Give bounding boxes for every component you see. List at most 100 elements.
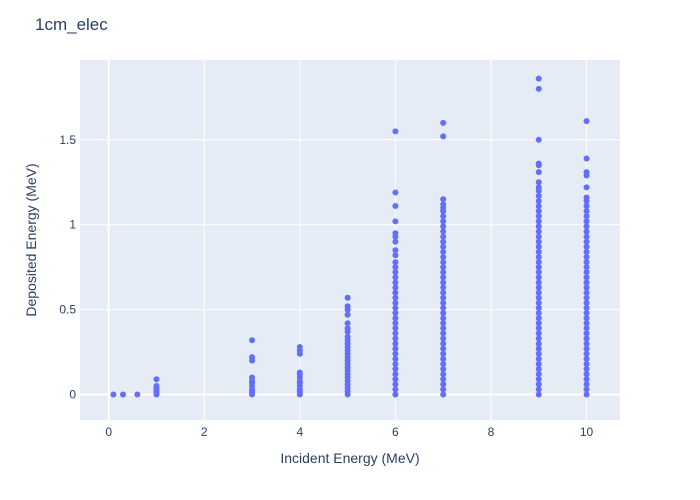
data-point[interactable] xyxy=(535,269,542,276)
data-point[interactable] xyxy=(440,133,447,140)
data-point[interactable] xyxy=(535,320,542,327)
data-point[interactable] xyxy=(440,366,447,373)
data-point[interactable] xyxy=(583,243,590,250)
data-point[interactable] xyxy=(249,337,256,344)
data-point[interactable] xyxy=(392,128,399,135)
data-point[interactable] xyxy=(583,253,590,260)
data-point[interactable] xyxy=(535,85,542,92)
data-point[interactable] xyxy=(535,366,542,373)
data-point[interactable] xyxy=(249,354,256,361)
data-point[interactable] xyxy=(440,196,447,203)
data-point[interactable] xyxy=(296,369,303,376)
data-point[interactable] xyxy=(535,184,542,191)
data-point[interactable] xyxy=(392,381,399,388)
data-point[interactable] xyxy=(392,310,399,317)
data-point[interactable] xyxy=(535,243,542,250)
data-point[interactable] xyxy=(344,311,351,318)
data-point[interactable] xyxy=(535,284,542,291)
data-point[interactable] xyxy=(583,391,590,398)
data-point[interactable] xyxy=(583,381,590,388)
data-point[interactable] xyxy=(535,386,542,393)
data-point[interactable] xyxy=(440,320,447,327)
data-point[interactable] xyxy=(535,274,542,281)
data-point[interactable] xyxy=(392,264,399,271)
data-point[interactable] xyxy=(583,208,590,215)
data-point[interactable] xyxy=(535,310,542,317)
data-point[interactable] xyxy=(440,330,447,337)
data-point[interactable] xyxy=(583,118,590,125)
data-point[interactable] xyxy=(535,264,542,271)
data-point[interactable] xyxy=(392,203,399,210)
data-point[interactable] xyxy=(392,299,399,306)
data-point[interactable] xyxy=(440,259,447,266)
data-point[interactable] xyxy=(392,269,399,276)
data-point[interactable] xyxy=(535,253,542,260)
data-point[interactable] xyxy=(134,391,141,398)
data-point[interactable] xyxy=(583,376,590,383)
data-point[interactable] xyxy=(392,360,399,367)
data-point[interactable] xyxy=(535,213,542,220)
data-point[interactable] xyxy=(153,383,160,390)
data-point[interactable] xyxy=(344,320,351,327)
data-point[interactable] xyxy=(392,252,399,259)
data-point[interactable] xyxy=(583,233,590,240)
data-point[interactable] xyxy=(535,315,542,322)
data-point[interactable] xyxy=(583,228,590,235)
data-point[interactable] xyxy=(392,247,399,254)
data-point[interactable] xyxy=(583,238,590,245)
data-point[interactable] xyxy=(296,343,303,350)
data-point[interactable] xyxy=(440,310,447,317)
data-point[interactable] xyxy=(440,381,447,388)
data-point[interactable] xyxy=(535,360,542,367)
data-point[interactable] xyxy=(392,189,399,196)
data-point[interactable] xyxy=(440,325,447,332)
data-point[interactable] xyxy=(583,325,590,332)
data-point[interactable] xyxy=(440,213,447,220)
data-point[interactable] xyxy=(440,233,447,240)
data-point[interactable] xyxy=(535,218,542,225)
data-point[interactable] xyxy=(535,299,542,306)
data-point[interactable] xyxy=(440,299,447,306)
data-point[interactable] xyxy=(535,355,542,362)
data-point[interactable] xyxy=(583,264,590,271)
data-point[interactable] xyxy=(392,391,399,398)
data-point[interactable] xyxy=(392,386,399,393)
data-point[interactable] xyxy=(583,289,590,296)
data-point[interactable] xyxy=(583,294,590,301)
data-point[interactable] xyxy=(440,345,447,352)
data-point[interactable] xyxy=(535,208,542,215)
data-point[interactable] xyxy=(583,310,590,317)
data-point[interactable] xyxy=(535,294,542,301)
data-point[interactable] xyxy=(392,279,399,286)
data-point[interactable] xyxy=(440,119,447,126)
data-point[interactable] xyxy=(392,294,399,301)
data-point[interactable] xyxy=(440,228,447,235)
data-point[interactable] xyxy=(440,223,447,230)
data-point[interactable] xyxy=(535,381,542,388)
data-point[interactable] xyxy=(440,360,447,367)
data-point[interactable] xyxy=(440,284,447,291)
data-point[interactable] xyxy=(583,355,590,362)
data-point[interactable] xyxy=(583,203,590,210)
data-point[interactable] xyxy=(535,197,542,204)
data-point[interactable] xyxy=(392,274,399,281)
data-point[interactable] xyxy=(392,320,399,327)
data-point[interactable] xyxy=(344,325,351,332)
data-point[interactable] xyxy=(583,335,590,342)
data-point[interactable] xyxy=(120,391,127,398)
data-point[interactable] xyxy=(583,213,590,220)
data-point[interactable] xyxy=(535,340,542,347)
data-point[interactable] xyxy=(249,374,256,381)
data-point[interactable] xyxy=(440,335,447,342)
data-point[interactable] xyxy=(440,371,447,378)
data-point[interactable] xyxy=(535,169,542,176)
data-point[interactable] xyxy=(583,360,590,367)
data-point[interactable] xyxy=(535,228,542,235)
data-point[interactable] xyxy=(110,391,117,398)
data-point[interactable] xyxy=(392,345,399,352)
data-point[interactable] xyxy=(344,333,351,340)
data-point[interactable] xyxy=(440,201,447,208)
data-point[interactable] xyxy=(344,294,351,301)
data-point[interactable] xyxy=(440,376,447,383)
data-point[interactable] xyxy=(535,192,542,199)
